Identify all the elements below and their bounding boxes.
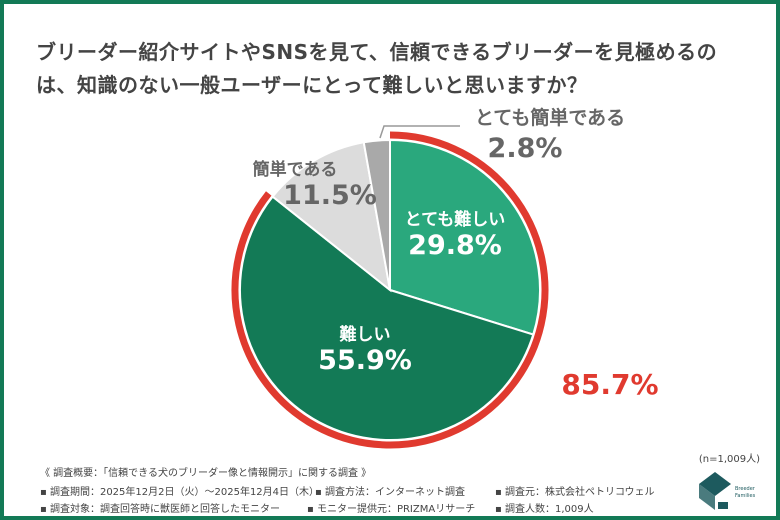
logo-icon: Breeder Families [699, 472, 756, 510]
value-difficult: 55.9% [318, 345, 412, 376]
survey-provider: ▪ モニター提供元：PRIZMAリサーチ [307, 504, 476, 515]
survey-org: ▪ 調査元：株式会社ペトリコウェル [495, 487, 655, 498]
survey-overview: 《 調査概要：「信頼できる犬のブリーダー像と情報開示」に関する調査 》 [40, 468, 372, 479]
value-very-easy: 2.8% [487, 133, 563, 164]
survey-period: ▪ 調査期間：2025年12月2日（火）～2025年12月4日（木） [40, 487, 320, 498]
label-very-easy: とても簡単である [474, 107, 626, 129]
pie-slice [271, 141, 392, 293]
pie-slice [239, 195, 535, 441]
survey-count: ▪ 調査人数：1,009人 [495, 504, 594, 515]
value-easy: 11.5% [283, 180, 377, 211]
label-very-difficult: とても難しい [404, 210, 506, 230]
highlight-arc [231, 131, 549, 449]
sample-size: (n=1,009人) [698, 454, 760, 465]
leader-line [379, 125, 460, 139]
pie-slice [389, 138, 541, 336]
highlight-total: 85.7% [561, 368, 659, 401]
logo: Breeder Families [695, 470, 765, 515]
value-very-difficult: 29.8% [408, 230, 502, 261]
survey-target: ▪ 調査対象：調査回答時に獣医師と回答したモニター [40, 504, 280, 515]
logo-text: Breeder [735, 486, 756, 492]
label-easy: 簡単である [252, 160, 338, 180]
label-difficult: 難しい [339, 325, 391, 345]
svg-text:Families: Families [735, 493, 756, 499]
pie-slice [362, 138, 391, 291]
chart-title: ブリーダー紹介サイトやSNSを見て、信頼できるブリーダーを見極めるのは、知識のな… [36, 40, 718, 97]
survey-method: ▪ 調査方法：インターネット調査 [315, 487, 465, 498]
